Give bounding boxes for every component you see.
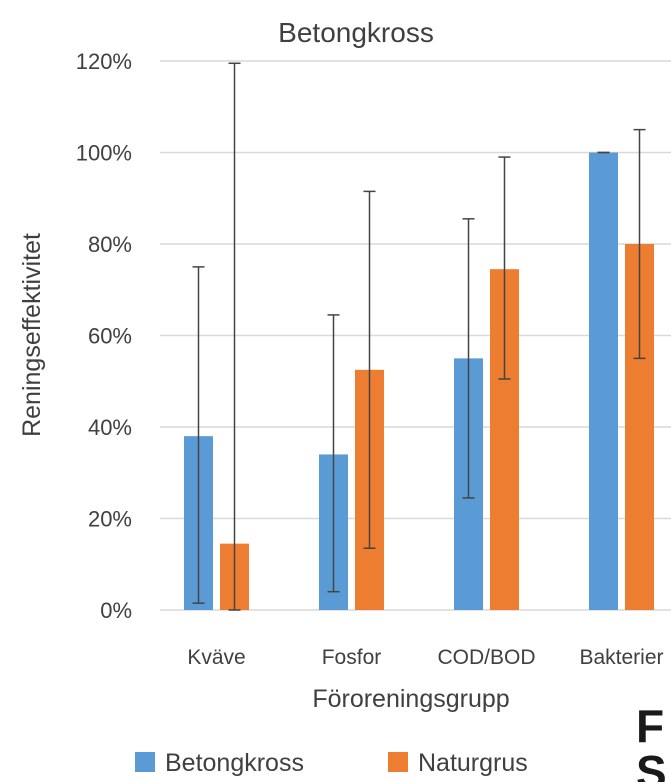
logo-glyph: F bbox=[636, 700, 664, 752]
x-tick-labels: Kväve Fosfor COD/BOD Bakterier bbox=[187, 646, 663, 669]
y-axis-title: Reningseffektivitet bbox=[18, 233, 46, 437]
chart-title: Betongkross bbox=[278, 17, 434, 48]
y-tick-labels: 0% 20% 40% 60% 80% 100% 120% bbox=[76, 49, 132, 623]
y-tick-label: 0% bbox=[100, 598, 132, 623]
legend: Betongkross Naturgrus bbox=[135, 749, 528, 777]
x-axis-title: Föroreningsgrupp bbox=[312, 685, 509, 713]
legend-swatch bbox=[135, 752, 155, 772]
x-tick-label: Kväve bbox=[187, 646, 245, 669]
legend-swatch bbox=[388, 752, 408, 772]
gridlines bbox=[160, 60, 671, 611]
bars bbox=[184, 152, 654, 610]
bar bbox=[589, 152, 618, 610]
y-tick-label: 40% bbox=[88, 415, 132, 440]
y-tick-label: 100% bbox=[76, 141, 132, 166]
error-bars bbox=[192, 62, 646, 611]
y-tick-label: 60% bbox=[88, 324, 132, 349]
y-tick-label: 80% bbox=[88, 232, 132, 257]
y-tick-label: 120% bbox=[76, 49, 132, 74]
legend-label: Naturgrus bbox=[418, 749, 528, 777]
legend-label: Betongkross bbox=[165, 749, 304, 777]
x-tick-label: COD/BOD bbox=[437, 646, 535, 669]
logo-glyph-2: S bbox=[636, 746, 667, 782]
x-tick-label: Bakterier bbox=[579, 646, 663, 669]
logo: F S bbox=[636, 700, 667, 782]
y-tick-label: 20% bbox=[88, 507, 132, 532]
x-tick-label: Fosfor bbox=[322, 646, 382, 669]
